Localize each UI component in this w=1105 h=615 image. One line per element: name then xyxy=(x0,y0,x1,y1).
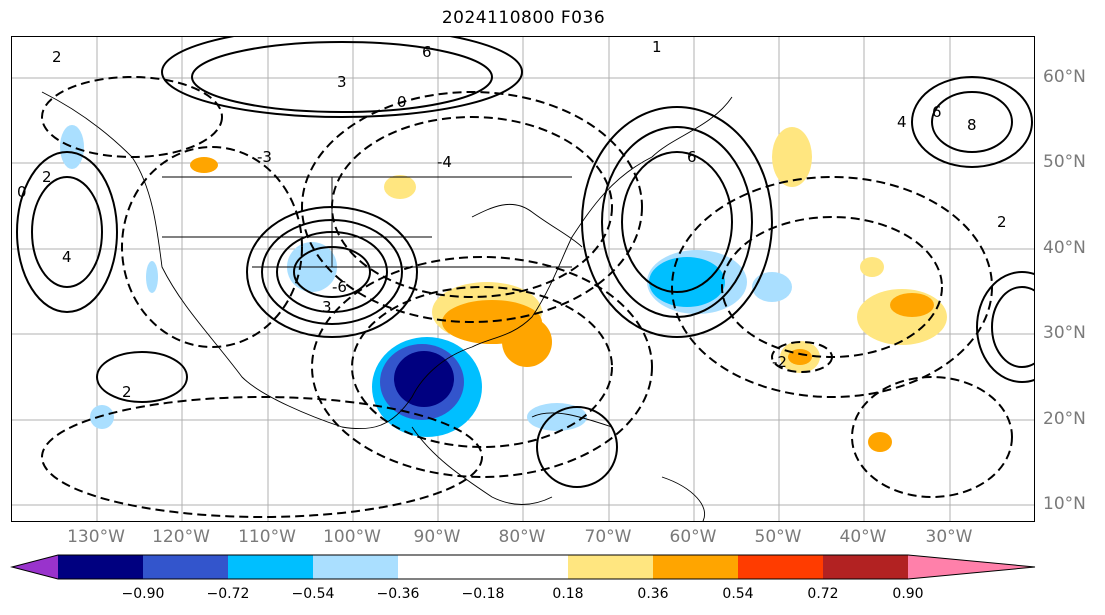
contour-label: 2 xyxy=(42,168,52,186)
contour-label: 3 xyxy=(322,298,332,316)
lat-label-20n: 20°N xyxy=(1043,409,1086,429)
lon-label-110w: 110°W xyxy=(238,527,296,547)
colorbar-bin xyxy=(483,555,568,579)
plot-title: 2024110800 F036 xyxy=(441,8,606,28)
lat-label-60n: 60°N xyxy=(1043,67,1086,87)
contour-label: 1 xyxy=(652,38,662,56)
colorbar-tick: −0.54 xyxy=(291,586,335,602)
colorbar-bin xyxy=(58,555,143,579)
colorbar-outline xyxy=(10,554,1036,580)
contour-label: -6 xyxy=(332,278,347,296)
contour-label: -2 xyxy=(772,353,787,371)
lon-label-90w: 90°W xyxy=(413,527,461,547)
lon-label-100w: 100°W xyxy=(323,527,381,547)
colorbar-bin xyxy=(398,555,483,579)
lon-label-50w: 50°W xyxy=(754,527,802,547)
colorbar-bin xyxy=(228,555,313,579)
contour-label: 4 xyxy=(62,248,72,266)
lon-label-80w: 80°W xyxy=(498,527,546,547)
contour-label: 2 xyxy=(52,48,62,66)
colorbar-tick: 0.54 xyxy=(722,586,754,602)
contour-label: 2 xyxy=(122,383,132,401)
colorbar-bin xyxy=(568,555,653,579)
contour-label: 4 xyxy=(897,113,907,131)
contour-label: 0 xyxy=(397,93,407,111)
colorbar-extend-low xyxy=(12,555,58,579)
solid-contours xyxy=(16,37,1034,488)
contour-label: 8 xyxy=(967,116,977,134)
colorbar-tick: 0.36 xyxy=(637,586,669,602)
colorbar-tick: 0.18 xyxy=(552,586,584,602)
colorbar-bin xyxy=(738,555,823,579)
contour-label: -3 xyxy=(257,148,272,166)
lat-label-10n: 10°N xyxy=(1043,494,1086,514)
contour-label: 6 xyxy=(422,43,432,61)
colorbar-bin xyxy=(313,555,398,579)
colorbar-tick: −0.18 xyxy=(461,586,505,602)
gridlines xyxy=(12,37,1034,521)
contour-label: 3 xyxy=(337,73,347,91)
contour-label: 6 xyxy=(932,103,942,121)
lon-label-120w: 120°W xyxy=(152,527,210,547)
colorbar-tick: −0.72 xyxy=(206,586,250,602)
coastlines xyxy=(41,91,733,521)
lon-label-60w: 60°W xyxy=(669,527,717,547)
dashed-contours xyxy=(41,76,1013,518)
contour-labels: 2 3 6 1 0 -3 -4 -6 0 2 4 6 2 -2 3 8 6 4 … xyxy=(17,38,1007,401)
colorbar-tick: 0.72 xyxy=(807,586,839,602)
contour-label: 2 xyxy=(997,213,1007,231)
lon-label-130w: 130°W xyxy=(67,527,125,547)
lat-label-40n: 40°N xyxy=(1043,238,1086,258)
colorbar-tick: −0.90 xyxy=(121,586,165,602)
contour-label: 6 xyxy=(687,148,697,166)
lon-label-40w: 40°W xyxy=(839,527,887,547)
colorbar-tick: 0.90 xyxy=(892,586,924,602)
map-svg: 2 3 6 1 0 -3 -4 -6 0 2 4 6 2 -2 3 8 6 4 … xyxy=(12,37,1034,521)
lat-label-30n: 30°N xyxy=(1043,323,1086,343)
colorbar-bin xyxy=(653,555,738,579)
lat-label-50n: 50°N xyxy=(1043,152,1086,172)
colorbar xyxy=(10,554,1036,580)
contour-label: -4 xyxy=(437,153,452,171)
colorbar-tick: −0.36 xyxy=(376,586,420,602)
map-panel: 2 3 6 1 0 -3 -4 -6 0 2 4 6 2 -2 3 8 6 4 … xyxy=(11,36,1035,522)
lon-label-30w: 30°W xyxy=(925,527,973,547)
colorbar-bin xyxy=(823,555,908,579)
colorbar-bin xyxy=(143,555,228,579)
lon-label-70w: 70°W xyxy=(584,527,632,547)
colorbar-extend-high xyxy=(908,555,1035,579)
contour-label: 0 xyxy=(17,183,27,201)
